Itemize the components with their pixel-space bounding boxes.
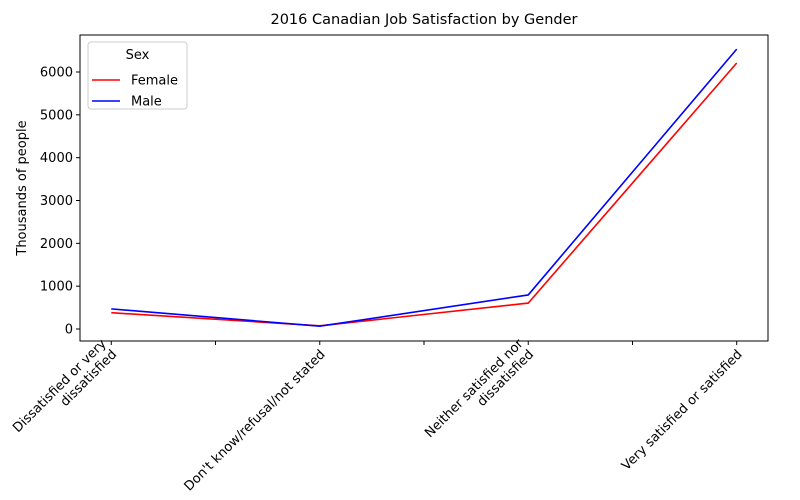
y-tick-label: 1000 (40, 280, 73, 295)
y-tick-label: 6000 (40, 66, 73, 81)
y-tick-label: 0 (65, 323, 73, 338)
legend-box (87, 41, 188, 110)
y-tick-label: 4000 (40, 151, 73, 166)
y-tick-label: 5000 (40, 108, 73, 123)
legend-title: Sex (126, 48, 150, 63)
chart-title: 2016 Canadian Job Satisfaction by Gender (270, 12, 577, 28)
legend-label: Female (131, 74, 178, 89)
y-tick-label: 2000 (40, 237, 73, 252)
legend-label: Male (131, 95, 162, 110)
y-axis-label: Thousands of people (15, 120, 30, 256)
series-line (111, 62, 738, 327)
series-line (111, 48, 738, 328)
y-tick-label: 3000 (40, 194, 73, 209)
